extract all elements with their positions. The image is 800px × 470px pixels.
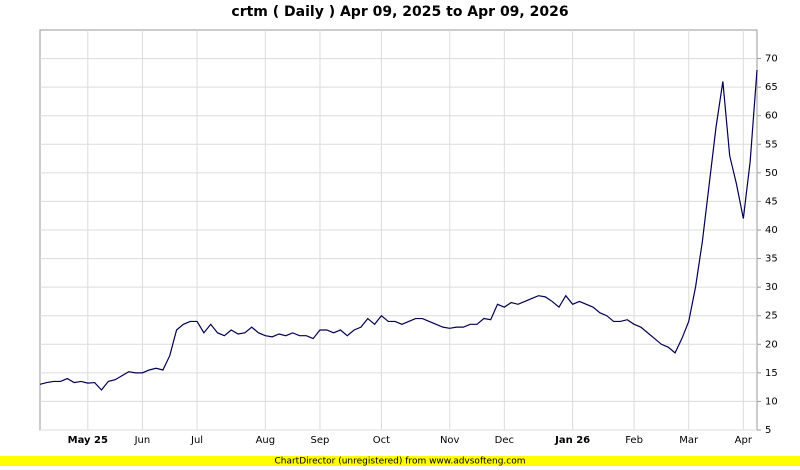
x-tick-label: May 25 xyxy=(68,435,108,446)
y-tick-label: 35 xyxy=(765,254,778,265)
footer: ChartDirector (unregistered) from www.ad… xyxy=(274,457,525,467)
y-tick-label: 20 xyxy=(765,339,778,350)
y-tick-label: 50 xyxy=(765,168,778,179)
y-tick-label: 40 xyxy=(765,225,778,236)
y-tick-label: 5 xyxy=(765,425,771,436)
x-tick-label: Dec xyxy=(495,435,514,446)
footer-bar xyxy=(0,456,800,466)
price-line xyxy=(39,69,758,391)
y-tick-label: 15 xyxy=(765,368,778,379)
chart-title: crtm ( Daily ) Apr 09, 2025 to Apr 09, 2… xyxy=(231,4,568,20)
y-tick-label: 30 xyxy=(765,282,778,293)
y-tick-label: 60 xyxy=(765,111,778,122)
y-tick-label: 55 xyxy=(765,139,778,150)
grid xyxy=(40,30,757,431)
x-tick-label: Jun xyxy=(134,435,151,446)
x-tick-label: Jul xyxy=(190,435,203,446)
x-tick-label: Apr xyxy=(735,435,753,446)
x-tick-label: Sep xyxy=(311,435,330,446)
x-tick-label: Feb xyxy=(625,435,643,446)
x-tick-label: Aug xyxy=(256,435,276,446)
x-tick-label: Jan 26 xyxy=(554,435,590,446)
x-tick-label: Mar xyxy=(679,435,699,446)
y-tick-label: 10 xyxy=(765,396,778,407)
x-tick-label: Nov xyxy=(440,435,460,446)
y-tick-label: 45 xyxy=(765,196,778,207)
y-tick-label: 70 xyxy=(765,54,778,65)
x-tick-label: Oct xyxy=(373,435,390,446)
y-tick-label: 25 xyxy=(765,311,778,322)
y-tick-label: 65 xyxy=(765,82,778,93)
